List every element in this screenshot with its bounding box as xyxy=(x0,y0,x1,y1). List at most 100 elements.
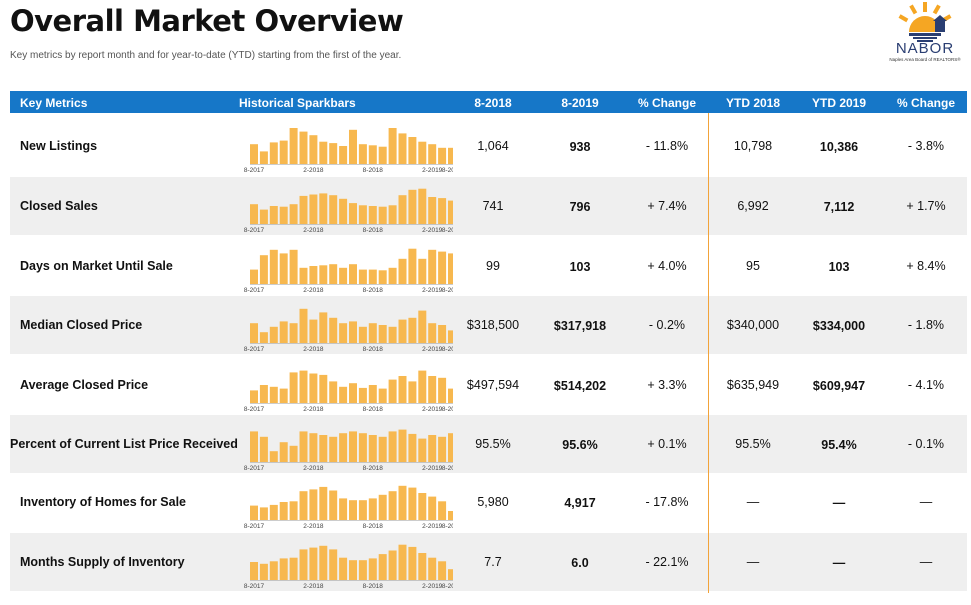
sparkbar xyxy=(349,321,357,343)
value-pct-change-month: - 17.8% xyxy=(645,495,689,509)
header-ytd-2019: YTD 2019 xyxy=(811,96,867,110)
sparkbar xyxy=(259,209,268,224)
sparkbar xyxy=(250,269,258,284)
sparkbar-tick-label: 8-2017 xyxy=(244,406,265,413)
sparkbar xyxy=(398,376,407,403)
sparkbar xyxy=(269,451,278,462)
metric-row: Closed Sales 8-2017 2-2018 8-2018 2-2019 8-2… xyxy=(10,177,967,235)
sparkbar xyxy=(438,501,447,520)
sparkbar-tick-label: 2-2018 xyxy=(303,227,324,234)
sparkbar xyxy=(428,376,437,403)
sparkbar-tick-label: 2-2019 xyxy=(422,406,443,413)
sparkbar xyxy=(428,144,437,164)
sparkbar-tick-label: 8-2019 xyxy=(442,406,453,413)
sparkbar xyxy=(418,438,427,462)
sparkbar xyxy=(309,319,318,343)
sparkbar xyxy=(250,204,258,224)
sparkbar xyxy=(289,128,298,164)
metric-label: Inventory of Homes for Sale xyxy=(20,495,187,509)
sparkbar xyxy=(388,550,397,580)
sparkbar-tick-label: 2-2019 xyxy=(422,167,443,174)
sparkbar xyxy=(358,433,367,462)
metric-row: Percent of Current List Price Received 8… xyxy=(10,415,967,473)
sparkbar xyxy=(448,388,453,403)
sparkbar xyxy=(388,205,397,224)
sparkbar xyxy=(388,431,397,462)
sparkbar-tick-label: 8-2018 xyxy=(363,406,384,413)
sparkbar-tick-label: 8-2018 xyxy=(363,167,384,174)
sparkbar xyxy=(269,386,278,403)
sparkbar xyxy=(319,435,328,462)
value-pct-change-ytd: - 4.1% xyxy=(907,378,945,392)
sparkbar-tick-label: 8-2018 xyxy=(363,287,384,294)
sparkbar xyxy=(269,249,278,284)
ytd-divider xyxy=(708,113,709,593)
sparkbar xyxy=(448,433,453,462)
sparkbar-tick-label: 2-2019 xyxy=(422,523,443,530)
sparkbar xyxy=(438,251,447,284)
sparkbar-tick-label: 2-2018 xyxy=(303,287,324,294)
value-8-2018: 7.7 xyxy=(484,555,502,569)
value-pct-change-ytd: + 8.4% xyxy=(906,259,946,273)
sparkbar xyxy=(349,383,357,403)
sparkbar xyxy=(339,433,348,462)
value-ytd-2018: $635,949 xyxy=(726,378,780,392)
value-pct-change-month: + 7.4% xyxy=(647,199,687,213)
sparkbar xyxy=(269,326,278,343)
sparkbar-tick-label: 2-2019 xyxy=(422,227,443,234)
sparkbar xyxy=(289,249,298,284)
metric-row: Days on Market Until Sale 8-2017 2-2018 8-… xyxy=(10,237,967,295)
value-8-2019: 95.6% xyxy=(562,438,598,452)
sparkbar xyxy=(309,373,318,403)
value-pct-change-month: - 0.2% xyxy=(648,318,686,332)
sparkbar-tick-label: 8-2018 xyxy=(363,227,384,234)
metric-row: Inventory of Homes for Sale 8-2017 2-2018… xyxy=(10,473,967,531)
metric-row: Average Closed Price 8-2017 2-2018 8-2018 2… xyxy=(10,356,967,414)
sparkbar xyxy=(378,436,387,462)
sparkbar xyxy=(250,323,258,343)
sparkbar xyxy=(408,189,417,224)
sparkbar xyxy=(378,270,387,284)
sparkbar-tick-label: 2-2018 xyxy=(303,406,324,413)
sparkbar xyxy=(309,266,318,284)
value-8-2018: 95.5% xyxy=(475,437,511,451)
sparkbar xyxy=(339,267,348,284)
sparkbar xyxy=(398,485,407,520)
value-pct-change-ytd: - 0.1% xyxy=(907,437,945,451)
sparkbar xyxy=(349,129,357,164)
header-8-2018: 8-2018 xyxy=(474,96,512,110)
value-8-2018: $318,500 xyxy=(466,318,520,332)
sparkbar xyxy=(259,255,268,284)
value-ytd-2018: $340,000 xyxy=(726,318,780,332)
value-pct-change-month: - 11.8% xyxy=(645,139,689,153)
sparkbar xyxy=(418,553,427,580)
sparkbar xyxy=(448,200,453,224)
sparkbar xyxy=(398,195,407,224)
sparkbar xyxy=(378,388,387,403)
sparkbar xyxy=(269,206,278,224)
value-ytd-2019: 10,386 xyxy=(819,140,859,154)
sparkbar xyxy=(299,267,308,284)
sparkbar-tick-label: 2-2018 xyxy=(303,465,324,472)
sparkbar xyxy=(279,321,288,343)
value-ytd-2018: 6,992 xyxy=(737,199,769,213)
sparkbar xyxy=(339,498,348,520)
sparkbar xyxy=(309,433,318,462)
value-pct-change-month: + 0.1% xyxy=(647,437,687,451)
metric-row: Median Closed Price 8-2017 2-2018 8-2018 2-… xyxy=(10,296,967,354)
sparkbar xyxy=(339,323,348,343)
value-pct-change-month: + 4.0% xyxy=(647,259,687,273)
sparkbar xyxy=(349,203,357,224)
logo-tagline: Naples Area Board of REALTORS® xyxy=(889,57,961,62)
sparkbar xyxy=(279,206,288,224)
sparkbar xyxy=(388,379,397,403)
sparkbar xyxy=(289,323,298,343)
sparkbar xyxy=(408,317,417,343)
sparkbar xyxy=(428,557,437,580)
sparkbar xyxy=(368,498,377,520)
sparkbar-tick-label: 8-2017 xyxy=(244,465,265,472)
sparkbar xyxy=(259,385,268,403)
value-pct-change-ytd: - 1.8% xyxy=(907,318,945,332)
